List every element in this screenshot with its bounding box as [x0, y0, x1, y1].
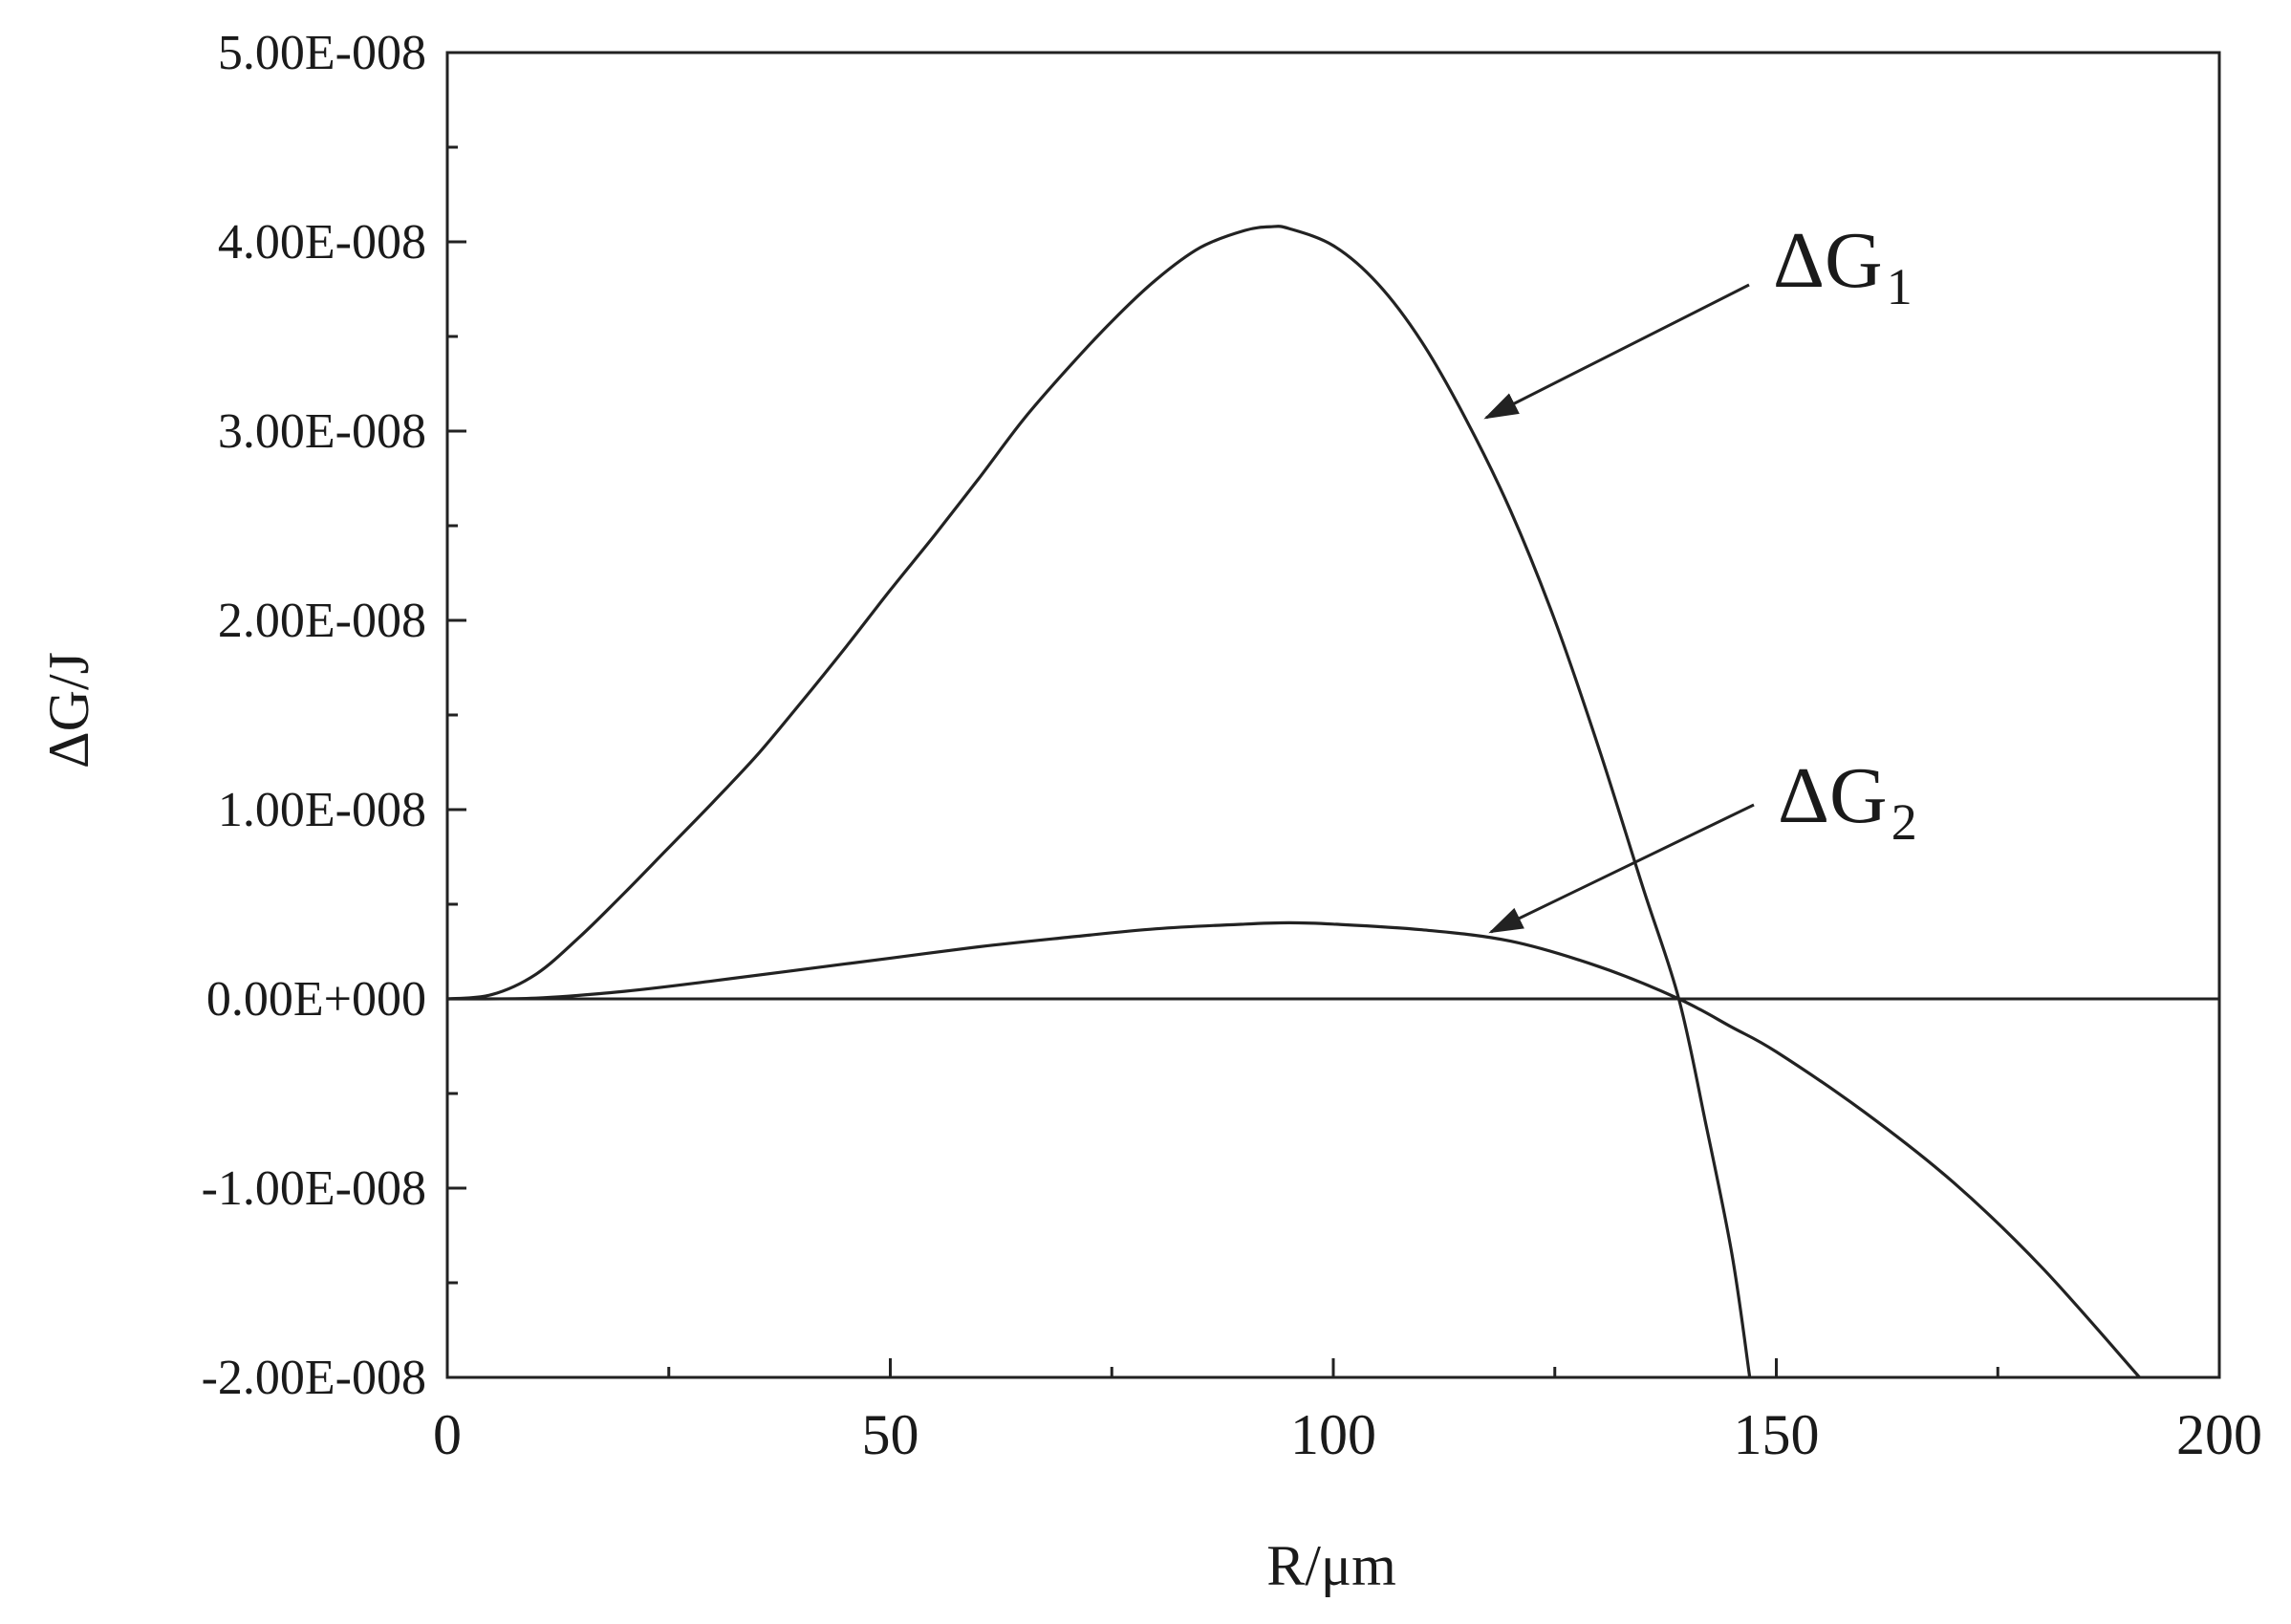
series-label-sub: 1 [1887, 258, 1913, 315]
y-axis-title: ΔG/J [37, 652, 100, 769]
x-axis: 0 50 100 150 200 [433, 1358, 2262, 1466]
y-tick-label: 1.00E-008 [218, 783, 426, 837]
series-line-1 [446, 225, 1752, 1378]
y-axis: -2.00E-008 -1.00E-008 0.00E+000 1.00E-008 2.… [202, 26, 466, 1405]
series-label-main: ΔG [1773, 216, 1883, 305]
series-label-2: ΔG2 [1778, 751, 1917, 851]
x-tick-label: 0 [433, 1403, 462, 1466]
series-label-sub: 2 [1891, 793, 1917, 851]
series-arrow-2 [1488, 803, 1755, 934]
x-tick-label: 100 [1290, 1403, 1376, 1466]
series-label-1: ΔG1 [1773, 216, 1913, 315]
y-tick-label: 0.00E+000 [206, 972, 426, 1027]
plot-frame [445, 51, 2221, 1379]
series-arrow-1 [1483, 283, 1750, 420]
y-tick-label: 5.00E-008 [218, 26, 426, 80]
y-tick-label: 4.00E-008 [218, 215, 426, 270]
series-lines [446, 225, 2141, 1379]
series-line-2 [446, 920, 2141, 1379]
y-tick-label: 3.00E-008 [218, 404, 426, 459]
x-tick-label: 150 [1734, 1403, 1820, 1466]
x-axis-title: R/μm [1266, 1534, 1396, 1597]
x-tick-label: 50 [862, 1403, 919, 1466]
y-tick-label: -1.00E-008 [202, 1161, 426, 1216]
y-tick-label: 2.00E-008 [218, 594, 426, 648]
series-label-main: ΔG [1778, 751, 1888, 840]
y-tick-label: -2.00E-008 [202, 1351, 426, 1405]
plot-area [445, 51, 2221, 1379]
x-tick-label: 200 [2176, 1403, 2262, 1466]
